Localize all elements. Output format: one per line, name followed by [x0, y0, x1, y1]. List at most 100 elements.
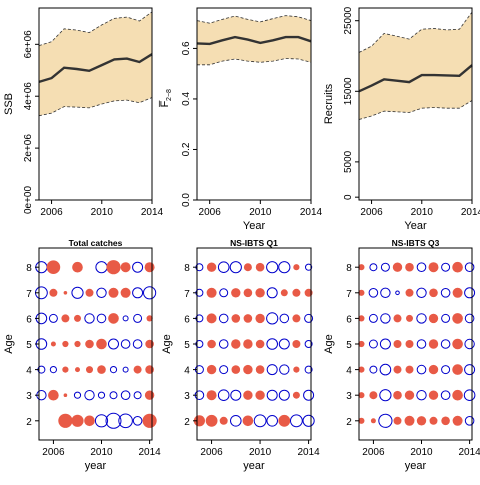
residual-bubble — [379, 363, 392, 376]
residual-bubble — [304, 340, 313, 348]
y-axis-label: Age — [323, 334, 335, 354]
residual-bubble — [416, 390, 427, 401]
residual-bubble — [207, 339, 216, 349]
residual-bubble — [305, 263, 313, 271]
residual-bubble — [428, 339, 439, 349]
residual-bubble — [58, 413, 73, 428]
residual-bubble — [206, 364, 217, 375]
residual-bubble — [118, 413, 133, 429]
residual-bubble — [292, 314, 301, 323]
y-tick-label: 4 — [184, 366, 190, 377]
residual-bubble — [278, 389, 290, 401]
residual-bubble — [146, 315, 153, 322]
residual-bubble — [255, 339, 265, 349]
x-tick-label: 2010 — [91, 207, 114, 218]
residual-bubble — [279, 313, 290, 324]
residual-bubble — [231, 339, 241, 349]
residual-bubble — [266, 364, 278, 376]
residual-bubble — [132, 339, 143, 349]
residual-bubble — [230, 415, 242, 427]
residual-bubble — [416, 262, 427, 273]
estimate-line — [358, 64, 473, 93]
residual-bubble — [416, 339, 427, 349]
residual-bubble — [370, 418, 376, 424]
y-tick-label: 3 — [26, 391, 32, 402]
y-axis-label: Age — [3, 334, 15, 354]
residual-bubble — [231, 365, 241, 374]
x-tick-label: 2010 — [411, 207, 434, 218]
residual-bubble — [393, 416, 402, 425]
residual-bubble — [74, 340, 81, 348]
y-tick-label: 25000 — [343, 6, 354, 34]
residual-bubble — [406, 314, 413, 322]
y-axis-label: Age — [161, 334, 173, 354]
residual-bubble — [380, 313, 391, 324]
residual-bubble — [380, 287, 391, 298]
residual-bubble — [243, 314, 253, 323]
y-tick-label: 6e+06 — [23, 30, 34, 59]
residual-bubble — [122, 315, 129, 322]
residual-bubble — [49, 366, 58, 374]
residual-bubble — [266, 389, 278, 401]
residual-bubble — [440, 288, 451, 298]
residual-bubble — [120, 287, 131, 298]
residual-bubble — [280, 289, 288, 297]
residual-bubble — [369, 365, 378, 374]
residual-bubble — [452, 364, 463, 375]
residual-bubble — [96, 338, 107, 350]
residual-bubble — [133, 391, 142, 400]
residual-bubble — [143, 286, 157, 300]
residual-bubble — [145, 365, 154, 374]
residual-bubble — [302, 414, 315, 427]
plot-frame — [196, 247, 312, 441]
panel-ns-ibts-q3: 2 3 4 5 6 7 8 NS-IBTS Q3 2006 2010 2014 year Age — [323, 238, 480, 472]
residual-bubble — [464, 313, 475, 324]
estimate-line — [196, 35, 312, 46]
upper-bound-line — [358, 11, 473, 53]
residual-bubble — [255, 313, 265, 324]
plot-frame — [196, 7, 312, 201]
residual-bubble — [278, 261, 291, 274]
residual-bubble — [218, 313, 229, 324]
y-tick-label: 6 — [26, 314, 32, 325]
residual-bubble — [85, 288, 94, 297]
residual-bubble — [380, 262, 390, 272]
residual-bubble — [304, 365, 313, 374]
residual-bubble — [62, 366, 69, 373]
x-axis-label: Year — [404, 220, 427, 232]
x-tick-label: 2014 — [300, 207, 323, 218]
residual-bubble — [392, 262, 403, 272]
y-axis-label: Recruits — [323, 83, 335, 124]
y-axis-label: SSB — [3, 93, 15, 115]
residual-bubble — [440, 390, 451, 401]
y-tick-label: 8 — [26, 263, 32, 274]
residual-bubble — [229, 261, 242, 274]
residual-bubble — [464, 364, 476, 376]
confidence-band — [39, 11, 152, 116]
residual-bubble — [218, 339, 229, 349]
residual-bubble — [85, 339, 94, 349]
residual-bubble — [61, 314, 70, 323]
residual-bubble — [72, 261, 83, 273]
residual-bubble — [94, 414, 109, 428]
y-tick-label: 6 — [184, 314, 190, 325]
residual-bubble — [368, 288, 379, 298]
residual-bubble — [217, 389, 230, 402]
residual-bubble — [145, 339, 154, 349]
residual-bubble — [428, 390, 439, 400]
y-tick-label: 7 — [26, 289, 32, 300]
residual-bubble — [206, 390, 217, 401]
residual-bubble — [464, 416, 475, 426]
residual-bubble — [358, 289, 365, 296]
residual-bubble — [108, 338, 119, 350]
residual-bubble — [358, 340, 365, 348]
residual-bubble — [108, 287, 119, 298]
panel-total-catches: 2 3 4 5 6 7 8 Total catches 2006 2010 2014 year Age — [3, 238, 161, 472]
residual-bubble — [63, 393, 68, 398]
residual-bubble — [441, 365, 451, 375]
residual-bubble — [255, 262, 265, 272]
y-tick-label: 3 — [346, 391, 352, 402]
residual-bubble — [120, 339, 131, 349]
residual-bubble — [231, 314, 241, 323]
